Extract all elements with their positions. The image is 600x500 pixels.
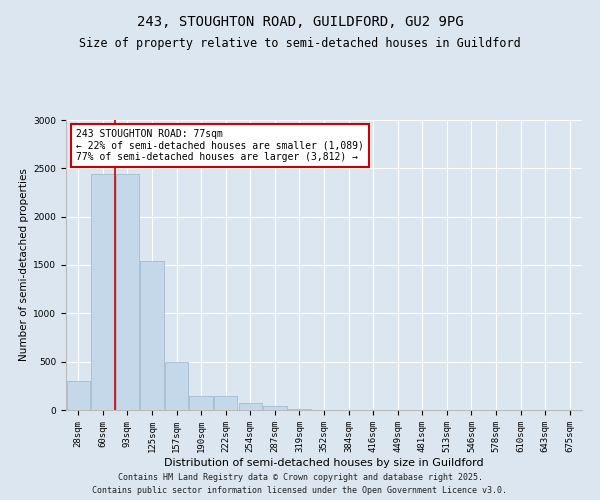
- Bar: [214, 396, 238, 410]
- Text: 243 STOUGHTON ROAD: 77sqm
← 22% of semi-detached houses are smaller (1,089)
77% : 243 STOUGHTON ROAD: 77sqm ← 22% of semi-…: [76, 128, 364, 162]
- Bar: [91, 174, 115, 410]
- Bar: [67, 381, 90, 410]
- Text: Contains HM Land Registry data © Crown copyright and database right 2025.
Contai: Contains HM Land Registry data © Crown c…: [92, 474, 508, 495]
- Text: Size of property relative to semi-detached houses in Guildford: Size of property relative to semi-detach…: [79, 38, 521, 51]
- X-axis label: Distribution of semi-detached houses by size in Guildford: Distribution of semi-detached houses by …: [164, 458, 484, 468]
- Text: 243, STOUGHTON ROAD, GUILDFORD, GU2 9PG: 243, STOUGHTON ROAD, GUILDFORD, GU2 9PG: [137, 15, 463, 29]
- Bar: [190, 396, 213, 410]
- Bar: [116, 174, 139, 410]
- Bar: [239, 403, 262, 410]
- Bar: [165, 362, 188, 410]
- Bar: [263, 406, 287, 410]
- Bar: [288, 409, 311, 410]
- Bar: [140, 260, 164, 410]
- Y-axis label: Number of semi-detached properties: Number of semi-detached properties: [19, 168, 29, 362]
